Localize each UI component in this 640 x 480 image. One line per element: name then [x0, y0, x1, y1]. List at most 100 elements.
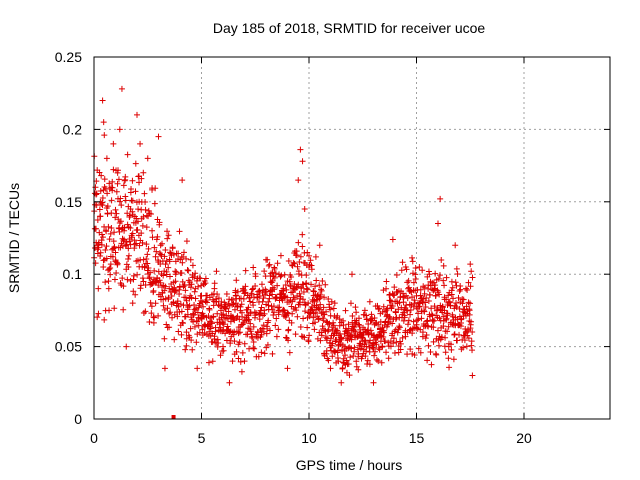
data-point: [422, 335, 429, 342]
data-point: [165, 232, 172, 239]
data-point: [178, 331, 185, 338]
data-point: [233, 348, 240, 355]
data-point: [297, 146, 304, 153]
data-point: [267, 327, 274, 334]
data-point: [206, 328, 213, 335]
data-point: [305, 338, 312, 345]
data-point: [199, 326, 206, 333]
data-point: [157, 279, 164, 286]
data-point: [154, 233, 161, 240]
data-point: [345, 361, 352, 368]
data-point: [440, 323, 447, 330]
data-point: [182, 287, 189, 294]
data-point: [241, 358, 248, 365]
data-point: [144, 260, 151, 267]
data-point: [392, 309, 399, 316]
data-point: [261, 350, 268, 357]
data-point: [395, 349, 402, 356]
data-point: [185, 267, 192, 274]
data-point: [113, 210, 120, 217]
data-point: [129, 230, 136, 237]
data-point: [188, 281, 195, 288]
data-point: [417, 286, 424, 293]
data-point: [450, 356, 457, 363]
data-point: [264, 256, 271, 263]
data-point: [467, 300, 474, 307]
data-point: [182, 294, 189, 301]
data-point: [185, 304, 192, 311]
data-point: [234, 313, 241, 320]
data-point: [241, 290, 248, 297]
data-point: [415, 316, 422, 323]
data-point: [214, 343, 221, 350]
data-point: [337, 334, 344, 341]
data-point: [250, 323, 257, 330]
data-point: [295, 268, 302, 275]
data-point: [425, 282, 432, 289]
data-point: [236, 316, 243, 323]
data-point: [214, 310, 221, 317]
data-point: [431, 317, 438, 324]
data-point: [338, 379, 345, 386]
data-point: [460, 344, 467, 351]
data-point: [161, 287, 168, 294]
data-point: [403, 266, 410, 273]
data-point: [247, 298, 254, 305]
data-point: [183, 255, 190, 262]
data-point: [346, 372, 353, 379]
data-point: [259, 298, 266, 305]
data-point: [152, 253, 159, 260]
x-tick-label: 15: [409, 430, 425, 446]
data-point: [251, 345, 258, 352]
data-point: [118, 85, 125, 92]
data-point: [428, 311, 435, 318]
data-point: [259, 325, 266, 332]
data-point: [281, 271, 288, 278]
data-point: [425, 342, 432, 349]
data-point: [402, 333, 409, 340]
data-point: [318, 286, 325, 293]
data-point: [137, 140, 144, 147]
data-point: [322, 334, 329, 341]
data-point: [269, 269, 276, 276]
data-point: [220, 311, 227, 318]
data-point: [448, 291, 455, 298]
data-point: [190, 311, 197, 318]
data-point: [404, 321, 411, 328]
data-point: [135, 206, 142, 213]
data-point: [463, 303, 470, 310]
data-point: [123, 266, 130, 273]
data-point: [234, 288, 241, 295]
data-point: [139, 222, 146, 229]
data-point: [261, 310, 268, 317]
data-point: [261, 268, 268, 275]
data-point: [438, 256, 445, 263]
data-point: [187, 325, 194, 332]
data-point: [445, 292, 452, 299]
data-point: [160, 296, 167, 303]
data-point: [312, 253, 319, 260]
data-point: [342, 307, 349, 314]
data-point: [114, 260, 121, 267]
data-point: [200, 312, 207, 319]
data-point: [416, 300, 423, 307]
data-point: [304, 249, 311, 256]
data-point: [272, 270, 279, 277]
data-point: [153, 248, 160, 255]
data-point: [380, 334, 387, 341]
data-point: [143, 241, 150, 248]
data-point: [194, 309, 201, 316]
data-point: [394, 289, 401, 296]
data-point: [426, 291, 433, 298]
data-point: [425, 297, 432, 304]
data-point: [209, 358, 216, 365]
data-point: [94, 314, 101, 321]
data-point: [415, 303, 422, 310]
data-point: [368, 311, 375, 318]
data-point: [194, 365, 201, 372]
data-point: [407, 346, 414, 353]
data-point: [335, 358, 342, 365]
data-point: [465, 299, 472, 306]
data-point: [460, 296, 467, 303]
data-point: [184, 266, 191, 273]
